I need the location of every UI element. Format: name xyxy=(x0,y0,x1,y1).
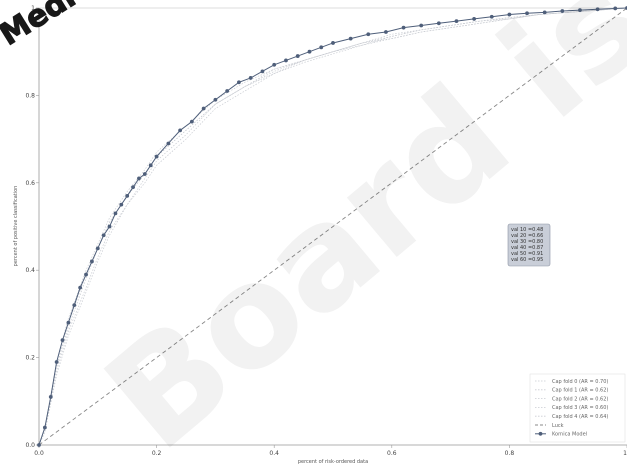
model-point xyxy=(42,425,47,430)
model-point xyxy=(331,41,335,45)
axes xyxy=(38,7,627,446)
model-point xyxy=(542,10,547,15)
x-tick-label: 0.8 xyxy=(505,450,515,457)
model-point xyxy=(137,176,141,181)
luck-line xyxy=(38,7,627,446)
x-tick-label: 0.4 xyxy=(269,450,279,457)
fold-curve-line xyxy=(38,7,627,446)
annotation-line: val 40 =0.87 xyxy=(511,245,543,251)
model-point xyxy=(166,141,171,146)
legend-label: Cap fold 2 (AR = 0.62) xyxy=(552,396,608,402)
model-point xyxy=(66,320,71,325)
model-point xyxy=(125,194,130,198)
model-point xyxy=(307,49,312,54)
model-point xyxy=(78,285,83,290)
model-point xyxy=(525,11,529,16)
model-point xyxy=(366,32,371,37)
model-point xyxy=(201,106,206,111)
model-point xyxy=(560,9,565,13)
model-point xyxy=(272,62,277,67)
model-point xyxy=(213,97,218,102)
model-point xyxy=(237,80,241,85)
legend-entries: Cap fold 0 (AR = 0.70) Cap fold 1 (AR = 0… xyxy=(535,379,608,438)
y-tick-label: 0.6 xyxy=(25,180,35,187)
legend-label: Cap fold 0 (AR = 0.70) xyxy=(552,379,608,385)
model-point xyxy=(113,211,118,216)
annotation-box-bg xyxy=(507,223,551,267)
fold-curve-line xyxy=(38,7,627,446)
model-point xyxy=(260,69,265,74)
model-point xyxy=(489,14,494,19)
model-point xyxy=(319,45,324,50)
x-tick-label: 0.2 xyxy=(152,450,162,457)
legend-label: Kornica Model xyxy=(552,432,587,438)
model-point xyxy=(578,8,582,13)
y-tick-label: 0.0 xyxy=(25,442,35,449)
model-point xyxy=(101,233,106,238)
annotation-line: val 60 =0.95 xyxy=(511,257,543,263)
legend: Cap fold 0 (AR = 0.70) Cap fold 1 (AR = 0… xyxy=(529,373,626,443)
legend-label: Cap fold 4 (AR = 0.64) xyxy=(552,414,608,420)
model-point xyxy=(131,185,135,190)
fold-curve-line xyxy=(38,7,627,446)
model-point xyxy=(248,76,253,80)
model-point xyxy=(189,119,194,124)
annotation-line: val 50 =0.91 xyxy=(511,251,543,257)
legend-label: Cap fold 3 (AR = 0.60) xyxy=(552,405,608,411)
model-point xyxy=(436,21,441,26)
model-point xyxy=(90,259,94,264)
y-ticks: 0.0 0.2 0.4 0.6 0.8 1 xyxy=(25,5,39,449)
y-axis-label: percent of positive classification xyxy=(13,186,19,267)
model-point xyxy=(154,154,159,159)
legend-swatch-marker xyxy=(538,431,543,436)
annotation-line: val 10 =0.48 xyxy=(511,227,543,233)
x-tick-label: 1 xyxy=(623,450,627,457)
model-point xyxy=(72,303,77,308)
model-point xyxy=(60,338,65,343)
model-point xyxy=(472,17,477,21)
model-point xyxy=(225,89,230,93)
legend-label: Cap fold 1 (AR = 0.62) xyxy=(552,388,608,394)
model-point xyxy=(142,172,147,176)
legend-frame xyxy=(529,373,626,443)
model-point xyxy=(348,36,353,41)
x-ticks: 0.0 0.2 0.4 0.6 0.8 1 xyxy=(34,445,627,457)
model-point xyxy=(95,246,100,251)
model-point xyxy=(148,163,153,168)
model-point xyxy=(384,30,388,34)
model-point xyxy=(419,23,424,28)
x-tick-label: 0.0 xyxy=(34,450,44,457)
model-point xyxy=(595,7,600,12)
y-tick-label: 0.2 xyxy=(25,355,35,362)
x-tick-label: 0.6 xyxy=(387,450,397,457)
model-point xyxy=(107,224,112,229)
model-point xyxy=(454,19,459,24)
model-point xyxy=(401,25,406,30)
model-point xyxy=(507,12,512,17)
x-axis-label: percent of risk-ordered data xyxy=(298,459,368,465)
y-tick-label: 0.8 xyxy=(25,92,35,99)
model-point xyxy=(613,6,618,11)
model-point xyxy=(54,360,59,364)
model-point xyxy=(284,58,288,63)
model-point xyxy=(178,128,183,133)
series-layer xyxy=(37,6,627,447)
model-point xyxy=(295,54,300,58)
model-point xyxy=(48,395,53,399)
model-point xyxy=(37,443,41,447)
model-point xyxy=(119,202,124,207)
y-tick-label: 0.4 xyxy=(25,267,35,274)
annotation-line: val 30 =0.80 xyxy=(511,239,543,245)
legend-label: Luck xyxy=(552,423,564,429)
model-point xyxy=(84,272,88,277)
y-tick-label: 1 xyxy=(31,5,35,12)
annotation-line: val 20 =0.66 xyxy=(511,233,543,239)
